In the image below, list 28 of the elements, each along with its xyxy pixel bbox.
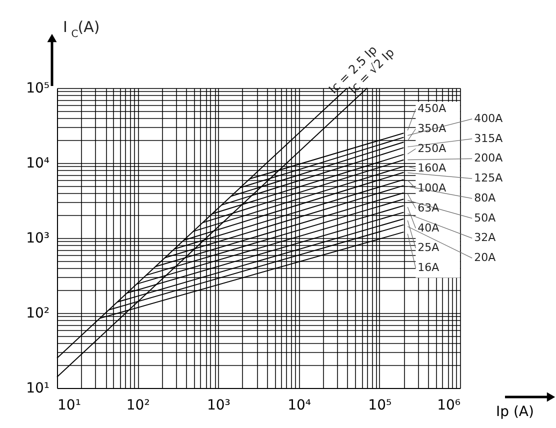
text: 25A (418, 241, 440, 254)
x-tick-label: 10⁴ (288, 398, 312, 414)
x-tick-label: 10² (126, 398, 150, 414)
x-tick-label: 10⁶ (437, 398, 461, 414)
text: 200A (474, 152, 504, 165)
text: 20A (474, 251, 496, 264)
text: 16A (418, 261, 440, 274)
x-tick-label: 10¹ (58, 398, 81, 414)
y-tick-label: 10¹ (26, 380, 50, 396)
series-label: 40A (418, 221, 440, 234)
x-tick-label: 10⁵ (368, 398, 392, 414)
text: 32A (474, 231, 496, 244)
x-axis-title: Ip (A) (496, 404, 534, 420)
x-tick-label: 10³ (206, 398, 230, 414)
text: 400A (474, 112, 504, 125)
y-tick-label: 10⁵ (26, 80, 50, 96)
text: 80A (474, 191, 496, 204)
y-tick-label: 10² (26, 306, 50, 322)
series-label: 63A (418, 201, 440, 214)
text: 315A (474, 132, 504, 145)
series-label: 100A (418, 182, 447, 194)
y-tick-label: 10⁴ (26, 156, 50, 172)
series-label: 250A (418, 142, 447, 155)
text: 125A (474, 172, 504, 185)
text: 50A (474, 211, 496, 224)
series-label: 160A (418, 162, 447, 175)
text: 450A (418, 102, 447, 115)
y-tick-label: 10³ (26, 230, 50, 246)
